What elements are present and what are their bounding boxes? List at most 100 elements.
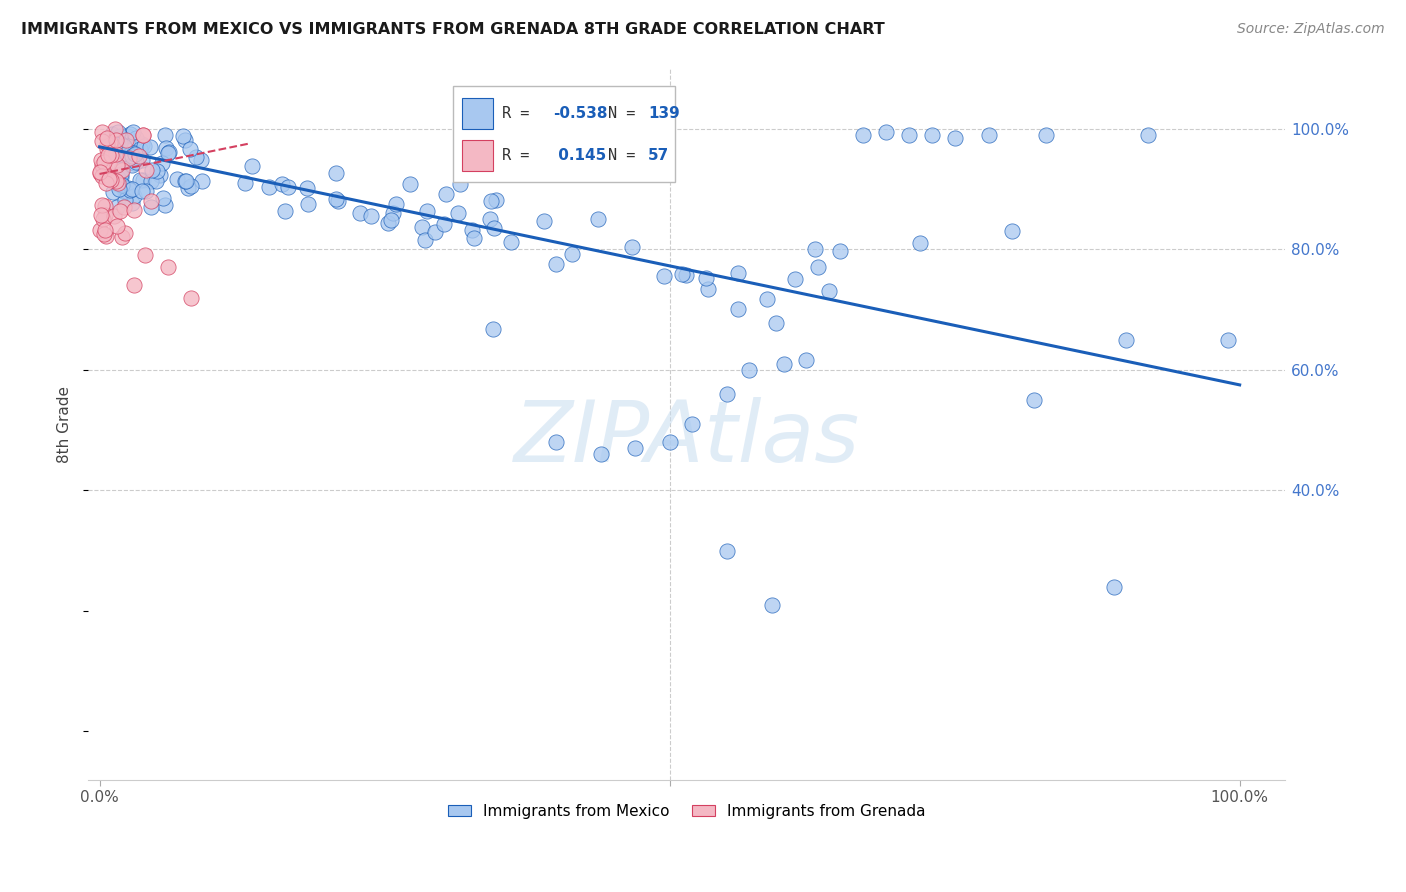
Point — [129, 142, 152, 156]
Point — [621, 240, 644, 254]
Point — [100, 128, 122, 142]
Point — [727, 302, 749, 317]
Point — [105, 133, 128, 147]
Point — [145, 174, 167, 188]
Point — [174, 174, 197, 188]
Point — [377, 216, 399, 230]
Point — [90, 125, 112, 139]
Point — [110, 162, 132, 177]
Point — [977, 128, 1000, 142]
Point — [716, 543, 738, 558]
Point — [135, 185, 157, 199]
Point — [139, 139, 162, 153]
Point — [191, 174, 214, 188]
Point — [544, 435, 567, 450]
Point — [943, 131, 966, 145]
Point — [141, 200, 163, 214]
Point — [179, 142, 201, 156]
Point — [180, 291, 202, 305]
Point — [803, 242, 825, 256]
Point — [727, 267, 749, 281]
Point — [121, 196, 143, 211]
Point — [482, 322, 505, 336]
Point — [166, 171, 188, 186]
Point — [100, 138, 122, 153]
Point — [105, 158, 128, 172]
Point — [94, 208, 117, 222]
Point — [152, 191, 174, 205]
Point — [675, 268, 697, 282]
Point — [818, 285, 841, 299]
Point — [155, 141, 177, 155]
Point — [91, 169, 114, 183]
Point — [325, 166, 347, 180]
Point — [652, 269, 675, 284]
Point — [1102, 580, 1125, 594]
Point — [380, 213, 402, 227]
Point — [111, 178, 134, 193]
Point — [485, 193, 508, 207]
Point — [761, 598, 783, 612]
Point — [100, 173, 122, 187]
Point — [118, 151, 141, 165]
Point — [90, 207, 112, 221]
Point — [172, 128, 194, 143]
Point — [114, 226, 136, 240]
Point — [93, 227, 115, 242]
Point — [695, 271, 717, 285]
Point — [96, 142, 118, 156]
Point — [433, 217, 456, 231]
Point — [90, 153, 112, 168]
Point — [110, 167, 132, 181]
Point — [91, 134, 114, 148]
Point — [153, 128, 176, 142]
Point — [794, 352, 817, 367]
Point — [105, 200, 128, 214]
Point — [134, 248, 156, 262]
Point — [783, 272, 806, 286]
Point — [91, 211, 114, 226]
Y-axis label: 8th Grade: 8th Grade — [58, 385, 72, 463]
Point — [122, 202, 145, 217]
Point — [90, 198, 112, 212]
Point — [96, 136, 118, 151]
Point — [658, 435, 681, 450]
Point — [190, 153, 212, 167]
Point — [461, 223, 484, 237]
Point — [173, 133, 195, 147]
Text: ZIPAtlas: ZIPAtlas — [513, 397, 860, 480]
Point — [413, 233, 436, 247]
Point — [108, 181, 131, 195]
Point — [122, 278, 145, 293]
Point — [157, 145, 180, 159]
Point — [121, 125, 143, 139]
Point — [117, 181, 139, 195]
Point — [94, 162, 117, 177]
Point — [479, 194, 502, 208]
Point — [295, 181, 318, 195]
Point — [128, 149, 150, 163]
Point — [131, 136, 153, 151]
Point — [115, 129, 138, 144]
Point — [148, 168, 170, 182]
Point — [104, 146, 127, 161]
Point — [184, 150, 207, 164]
Point — [463, 231, 485, 245]
Text: Source: ZipAtlas.com: Source: ZipAtlas.com — [1237, 22, 1385, 37]
Point — [120, 127, 142, 141]
Point — [180, 178, 202, 193]
Point — [104, 174, 127, 188]
Legend: Immigrants from Mexico, Immigrants from Grenada: Immigrants from Mexico, Immigrants from … — [441, 798, 932, 825]
Point — [235, 176, 257, 190]
Point — [131, 153, 153, 167]
Point — [156, 260, 179, 275]
Point — [416, 204, 439, 219]
Point — [107, 170, 129, 185]
Point — [360, 209, 382, 223]
Point — [108, 136, 131, 150]
Point — [131, 128, 153, 142]
Point — [423, 225, 446, 239]
Point — [145, 163, 167, 178]
Point — [591, 447, 613, 461]
Point — [94, 164, 117, 178]
